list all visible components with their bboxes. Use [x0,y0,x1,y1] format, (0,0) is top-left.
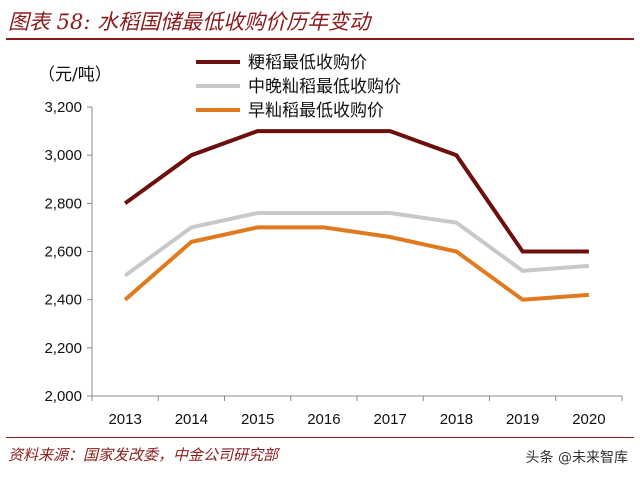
x-tick-label: 2017 [373,411,406,428]
legend-label-3: 早籼稻最低收购价 [248,101,384,121]
series-line-1 [123,129,589,254]
title-divider [6,38,634,40]
watermark: 头条 @未来智库 [525,450,628,466]
x-tick-label: 2020 [572,411,605,428]
legend-label-1: 粳稻最低收购价 [248,53,367,73]
unit-label: （元/吨） [38,65,112,85]
y-tick-label: 3,200 [44,99,82,116]
chart-title: 图表 58: 水稻国储最低收购价历年变动 [8,10,371,34]
y-tick-label: 2,000 [44,388,82,405]
y-tick-label: 2,600 [44,244,82,261]
x-tick-label: 2019 [506,411,539,428]
x-tick-label: 2016 [307,411,340,428]
series-line-2 [123,211,590,278]
chart-lines [123,129,590,302]
series-line-3 [123,225,590,302]
x-tick-label: 2018 [440,411,473,428]
legend-label-2: 中晚籼稻最低收购价 [248,77,401,97]
source-note: 资料来源：国家发改委，中金公司研究部 [8,446,279,464]
x-tick-label: 2015 [241,411,274,428]
y-tick-label: 2,400 [44,292,82,309]
source-divider [6,437,634,438]
y-tick-label: 3,000 [44,147,82,164]
x-tick-label: 2014 [175,411,208,428]
y-tick-label: 2,800 [44,195,82,212]
y-tick-label: 2,200 [44,340,82,357]
x-tick-label: 2013 [108,411,141,428]
chart-axes: 2,000 2,200 2,400 2,600 2,800 3,000 3,200 2013 2… [44,99,623,428]
